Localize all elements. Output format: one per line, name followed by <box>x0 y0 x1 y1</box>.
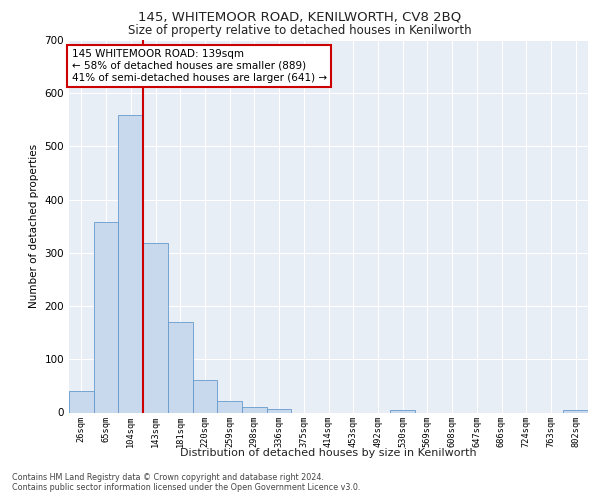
Text: Contains public sector information licensed under the Open Government Licence v3: Contains public sector information licen… <box>12 484 361 492</box>
Text: Distribution of detached houses by size in Kenilworth: Distribution of detached houses by size … <box>181 448 477 458</box>
Text: Size of property relative to detached houses in Kenilworth: Size of property relative to detached ho… <box>128 24 472 37</box>
Bar <box>390 410 415 412</box>
Bar <box>217 401 242 412</box>
Bar <box>118 114 143 412</box>
Bar <box>69 391 94 412</box>
Bar <box>242 406 267 412</box>
Y-axis label: Number of detached properties: Number of detached properties <box>29 144 39 308</box>
Bar <box>563 410 588 412</box>
Bar <box>193 380 217 412</box>
Text: 145, WHITEMOOR ROAD, KENILWORTH, CV8 2BQ: 145, WHITEMOOR ROAD, KENILWORTH, CV8 2BQ <box>139 11 461 24</box>
Text: 145 WHITEMOOR ROAD: 139sqm
← 58% of detached houses are smaller (889)
41% of sem: 145 WHITEMOOR ROAD: 139sqm ← 58% of deta… <box>71 50 327 82</box>
Bar <box>94 222 118 412</box>
Bar <box>267 410 292 412</box>
Bar <box>168 322 193 412</box>
Bar <box>143 244 168 412</box>
Text: Contains HM Land Registry data © Crown copyright and database right 2024.: Contains HM Land Registry data © Crown c… <box>12 472 324 482</box>
